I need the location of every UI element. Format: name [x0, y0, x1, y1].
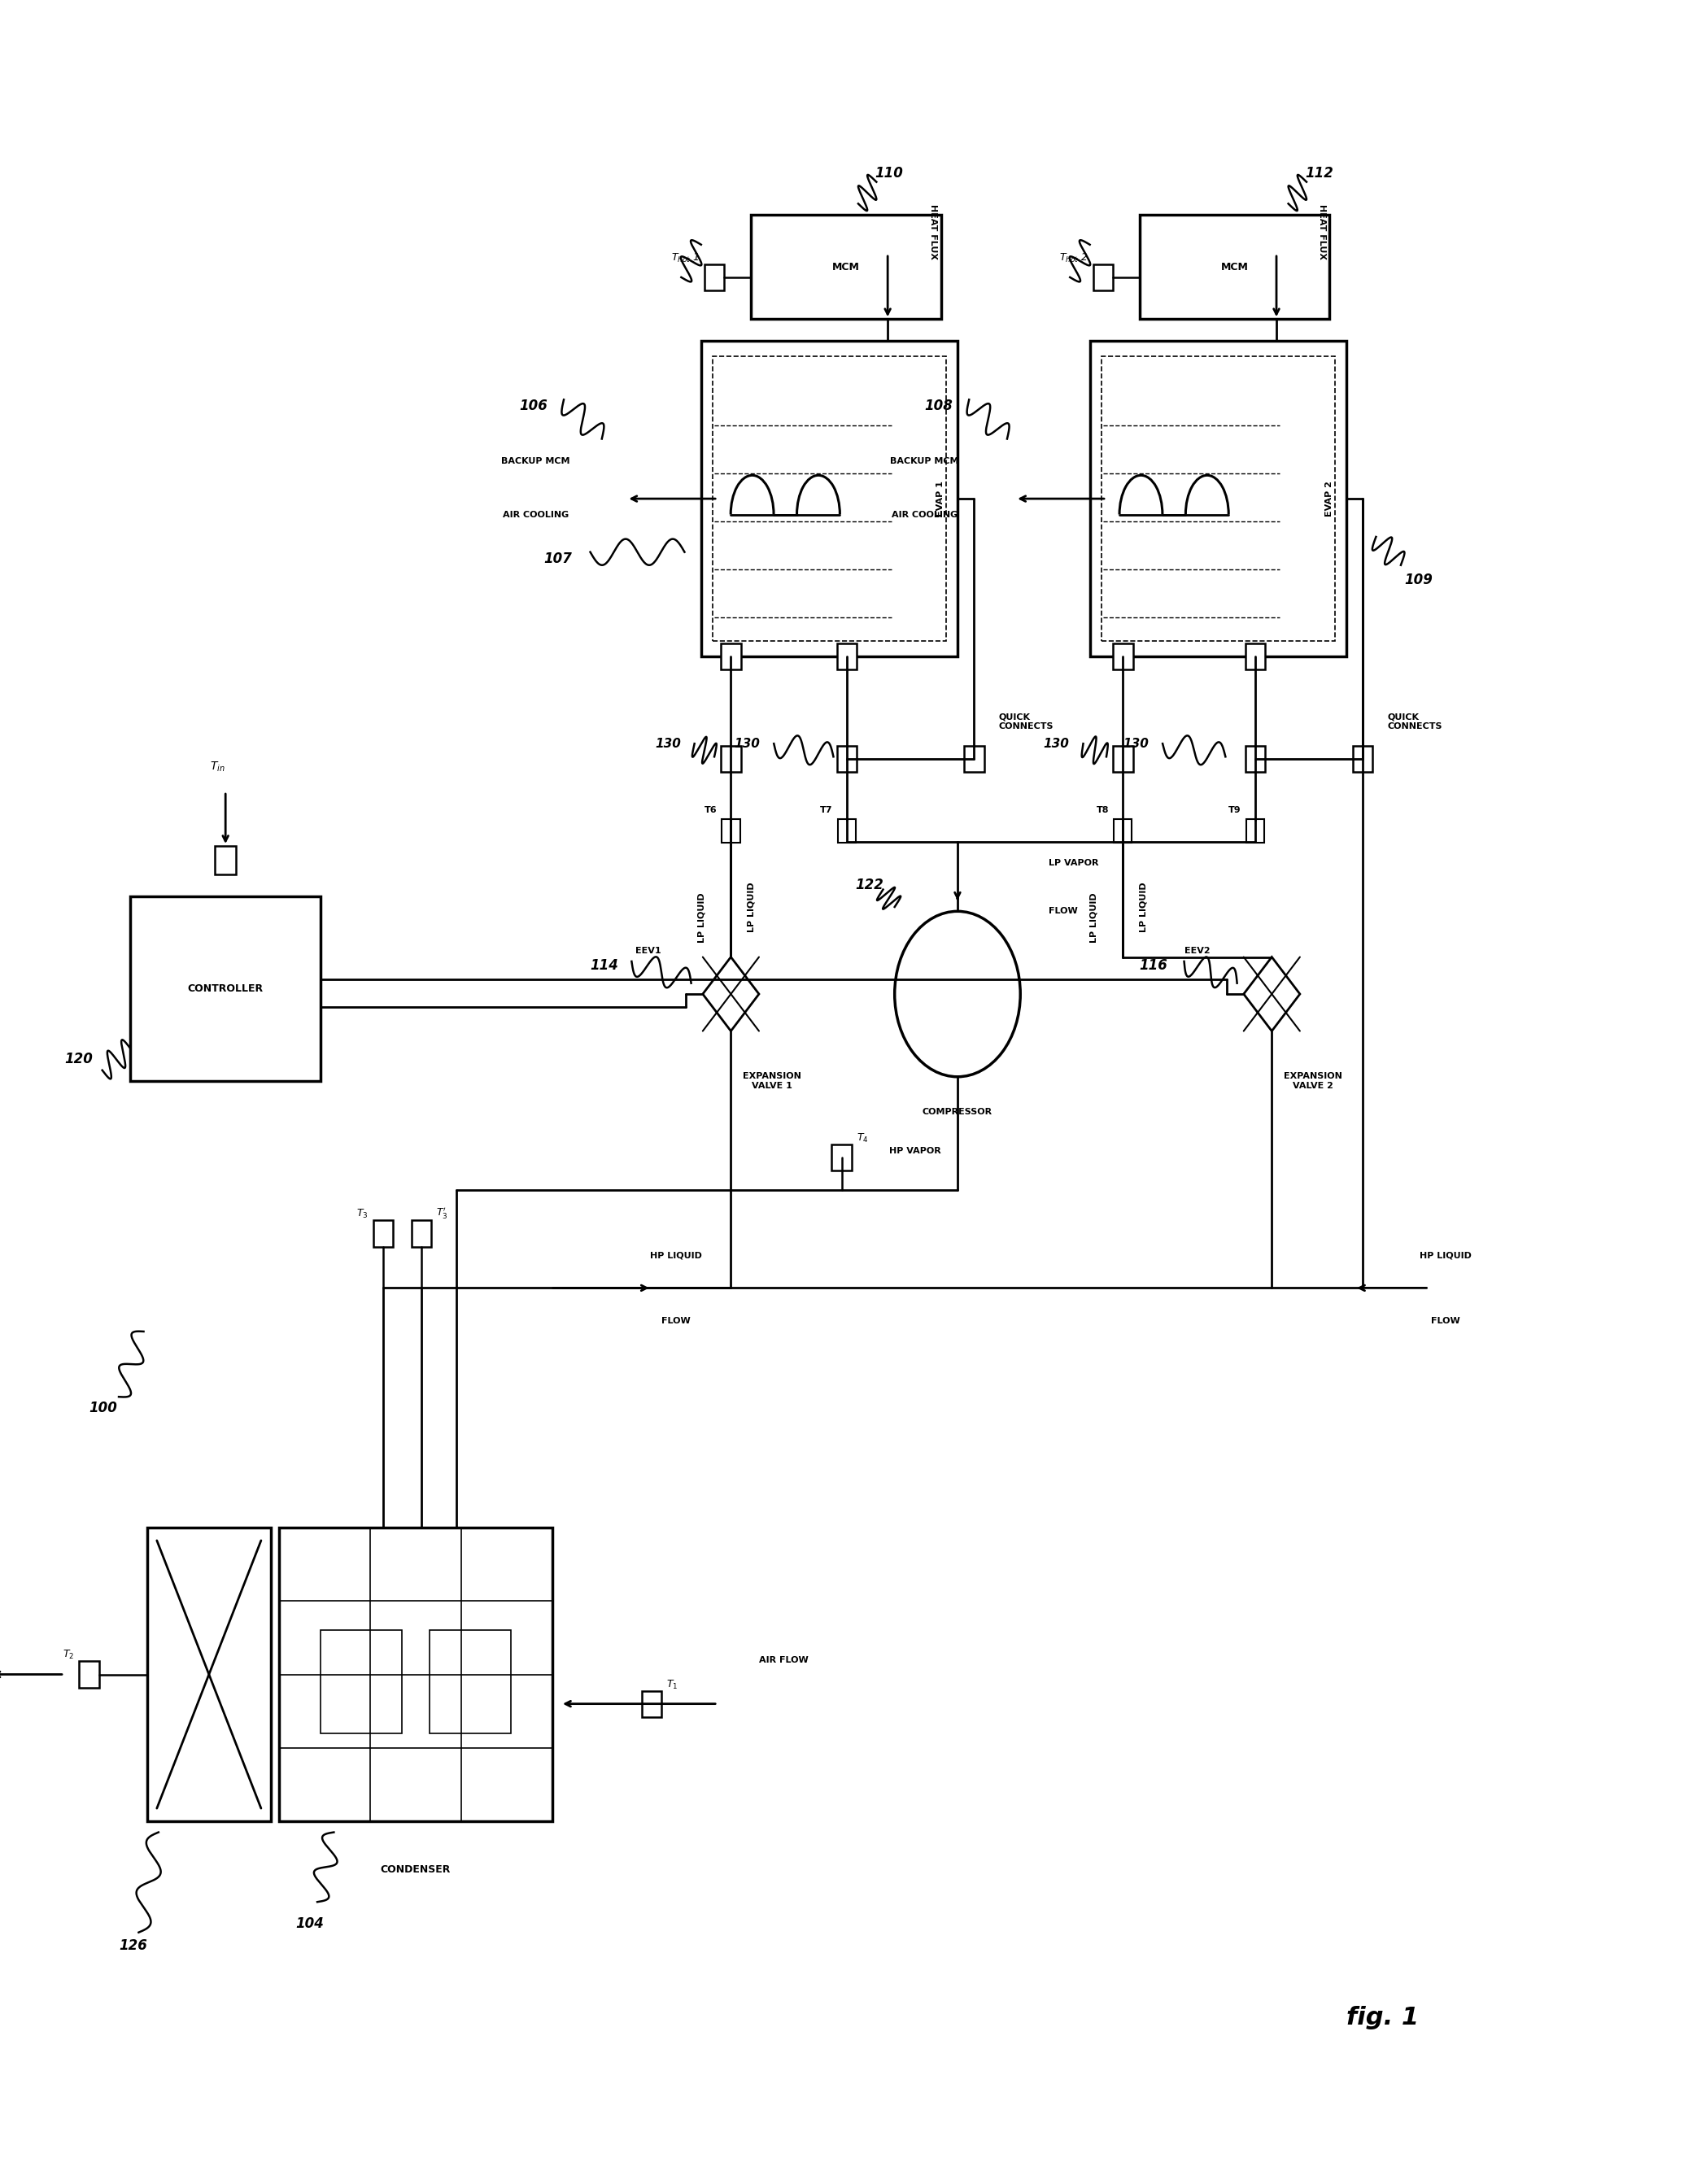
Text: 107: 107 — [545, 550, 572, 566]
Bar — [1246, 745, 1266, 771]
Bar — [280, 1527, 552, 1821]
Text: fig. 1: fig. 1 — [1346, 2005, 1419, 2029]
Bar — [721, 745, 742, 771]
Text: QUICK
CONNECTS: QUICK CONNECTS — [1388, 714, 1442, 732]
Bar — [321, 1629, 402, 1734]
Text: 100: 100 — [88, 1400, 117, 1415]
Bar — [832, 1144, 852, 1171]
Text: FLOW: FLOW — [1431, 1317, 1459, 1326]
Text: LP LIQUID: LP LIQUID — [697, 893, 706, 943]
Bar — [964, 745, 984, 771]
Text: QUICK
CONNECTS: QUICK CONNECTS — [1000, 714, 1054, 732]
Bar — [131, 895, 321, 1081]
Bar — [373, 1221, 394, 1247]
Bar — [1353, 745, 1373, 771]
Text: 114: 114 — [591, 959, 619, 974]
Text: CONTROLLER: CONTROLLER — [188, 983, 263, 994]
Text: 130: 130 — [1123, 738, 1149, 749]
Bar — [1113, 745, 1134, 771]
Text: $T_4$: $T_4$ — [857, 1131, 869, 1144]
Text: LP LIQUID: LP LIQUID — [1139, 882, 1147, 933]
Bar — [641, 1690, 662, 1717]
Bar — [721, 819, 740, 843]
Bar — [1139, 214, 1330, 319]
Text: $T_3'$: $T_3'$ — [436, 1206, 448, 1221]
Text: AIR COOLING: AIR COOLING — [891, 511, 957, 518]
Bar — [1101, 356, 1334, 642]
Bar — [429, 1629, 511, 1734]
Bar — [1089, 341, 1346, 657]
Text: 126: 126 — [119, 1937, 148, 1952]
Text: 106: 106 — [519, 400, 548, 413]
Bar — [838, 819, 855, 843]
Bar — [1246, 819, 1264, 843]
Text: EXPANSION
VALVE 1: EXPANSION VALVE 1 — [743, 1072, 801, 1090]
Bar — [713, 356, 945, 642]
Text: T8: T8 — [1096, 806, 1108, 815]
Text: $T_3$: $T_3$ — [356, 1208, 368, 1221]
Text: MCM: MCM — [832, 262, 860, 273]
Text: T9: T9 — [1229, 806, 1241, 815]
Bar — [148, 1527, 272, 1821]
Text: 122: 122 — [855, 878, 884, 893]
Text: EVAP 2: EVAP 2 — [1325, 480, 1332, 518]
Text: T6: T6 — [704, 806, 716, 815]
Text: EEV2: EEV2 — [1185, 946, 1210, 954]
Polygon shape — [703, 957, 759, 1031]
Text: 110: 110 — [874, 166, 903, 181]
Text: FLOW: FLOW — [1049, 906, 1078, 915]
Text: HEAT FLUX: HEAT FLUX — [1319, 205, 1325, 260]
Text: AIR FLOW: AIR FLOW — [759, 1655, 808, 1664]
Text: BACKUP MCM: BACKUP MCM — [501, 456, 570, 465]
Text: COMPRESSOR: COMPRESSOR — [923, 1107, 993, 1116]
Bar — [1113, 819, 1132, 843]
Text: $T_{in}$: $T_{in}$ — [210, 760, 224, 773]
Text: $T_{hot}$ 1: $T_{hot}$ 1 — [672, 251, 699, 264]
Text: FLOW: FLOW — [662, 1317, 691, 1326]
Text: EEV1: EEV1 — [635, 946, 662, 954]
Bar — [80, 1662, 98, 1688]
Bar — [411, 1221, 431, 1247]
Text: EVAP 1: EVAP 1 — [937, 480, 944, 518]
Text: 112: 112 — [1305, 166, 1334, 181]
Text: HEAT FLUX: HEAT FLUX — [928, 205, 937, 260]
Text: 108: 108 — [925, 400, 952, 413]
Text: 109: 109 — [1403, 572, 1432, 587]
Text: 116: 116 — [1139, 959, 1168, 974]
Text: 104: 104 — [295, 1915, 324, 1931]
Polygon shape — [1244, 957, 1300, 1031]
Text: EXPANSION
VALVE 2: EXPANSION VALVE 2 — [1285, 1072, 1342, 1090]
Text: T7: T7 — [820, 806, 833, 815]
Bar — [1113, 644, 1134, 670]
Bar — [837, 745, 857, 771]
Text: HP LIQUID: HP LIQUID — [1419, 1251, 1471, 1260]
Bar — [701, 341, 957, 657]
Text: HP LIQUID: HP LIQUID — [650, 1251, 703, 1260]
Bar — [216, 845, 236, 874]
Text: BACKUP MCM: BACKUP MCM — [889, 456, 959, 465]
Text: LP LIQUID: LP LIQUID — [1089, 893, 1098, 943]
Text: HP VAPOR: HP VAPOR — [889, 1147, 940, 1155]
Text: $T_1$: $T_1$ — [667, 1679, 679, 1690]
Text: $T_2$: $T_2$ — [63, 1649, 75, 1662]
Text: 130: 130 — [1044, 738, 1069, 749]
Bar — [750, 214, 940, 319]
Bar — [704, 264, 725, 290]
Text: LP VAPOR: LP VAPOR — [1049, 858, 1098, 867]
Text: AIR COOLING: AIR COOLING — [502, 511, 568, 518]
Text: 130: 130 — [735, 738, 760, 749]
Text: $T_{hot}$ 2: $T_{hot}$ 2 — [1059, 251, 1088, 264]
Text: 120: 120 — [64, 1053, 93, 1066]
Text: MCM: MCM — [1220, 262, 1249, 273]
Text: LP LIQUID: LP LIQUID — [747, 882, 755, 933]
Bar — [1246, 644, 1266, 670]
Bar — [837, 644, 857, 670]
Bar — [721, 644, 742, 670]
Text: 130: 130 — [655, 738, 680, 749]
Bar — [1093, 264, 1113, 290]
Text: CONDENSER: CONDENSER — [380, 1863, 451, 1874]
